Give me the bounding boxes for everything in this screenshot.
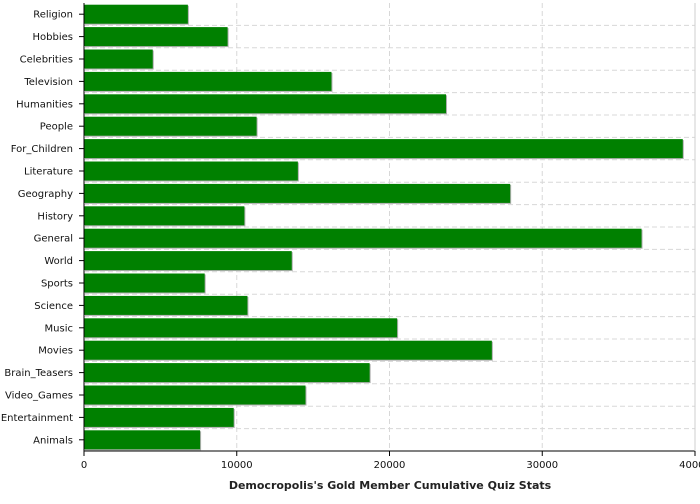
bar [84, 430, 201, 450]
bar [84, 139, 683, 159]
gridlines [84, 3, 696, 451]
y-tick-label: Music [45, 323, 73, 334]
y-tick-label: History [37, 211, 73, 222]
labels: Religion Hobbies Celebrities Television Huma… [1, 10, 700, 471]
bar [84, 385, 306, 405]
bar [84, 183, 511, 203]
bar [84, 318, 398, 338]
y-tick-label: Brain_Teasers [4, 368, 73, 379]
bar [84, 4, 188, 24]
y-tick-label: General [34, 234, 73, 245]
bar [84, 407, 234, 427]
y-tick-label: Humanities [16, 99, 73, 110]
y-tick-label: Religion [33, 10, 73, 21]
y-tick-label: World [44, 256, 73, 267]
y-tick-label: Entertainment [1, 413, 73, 424]
x-tick-label: 10000 [221, 460, 253, 471]
y-tick-label: Science [34, 301, 73, 312]
y-tick-label: Television [23, 77, 73, 88]
bar [84, 94, 447, 114]
y-tick-label: Celebrities [20, 55, 73, 66]
bar [84, 27, 228, 47]
x-axis-title: Democropolis's Gold Member Cumulative Qu… [229, 479, 552, 492]
x-tick-label: 20000 [374, 460, 406, 471]
y-tick-label: Hobbies [33, 32, 73, 43]
y-tick-label: For_Children [11, 144, 73, 155]
bar [84, 273, 205, 293]
y-tick-label: Literature [24, 167, 73, 178]
y-tick-label: Video_Games [5, 391, 73, 402]
bars [84, 4, 684, 451]
bar [84, 161, 298, 181]
axes [79, 3, 696, 456]
y-tick-label: Movies [38, 346, 73, 357]
bar [84, 206, 245, 226]
y-tick-label: Sports [41, 279, 73, 290]
bar [84, 49, 153, 69]
x-tick-label: 30000 [526, 460, 558, 471]
y-tick-label: Animals [33, 435, 73, 446]
bar [84, 340, 492, 360]
bar [84, 116, 257, 136]
bar [84, 363, 370, 383]
x-tick-label: 0 [81, 460, 87, 471]
y-tick-label: Geography [18, 189, 73, 200]
bar [84, 251, 292, 271]
y-tick-label: People [40, 122, 73, 133]
bar [84, 295, 248, 315]
bar [84, 71, 332, 91]
bar [84, 228, 642, 248]
x-tick-label: 40000 [679, 460, 700, 471]
